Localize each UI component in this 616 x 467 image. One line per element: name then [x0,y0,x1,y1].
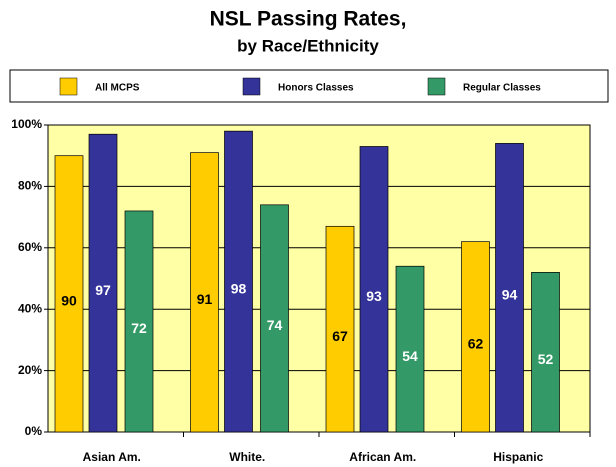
x-tick-label: African Am. [349,450,416,464]
legend-label: Honors Classes [278,83,354,94]
bar [224,130,253,433]
bar [88,133,118,433]
bar [54,155,84,433]
y-tick-label: 80% [18,179,42,193]
legend-swatch [427,77,446,96]
data-label: 93 [366,288,382,304]
bar [260,204,289,433]
y-tick-label: 60% [18,240,42,254]
x-tick-label: Asian Am. [83,450,141,464]
bar [531,272,560,433]
data-label: 72 [131,320,147,336]
legend-box [9,69,609,103]
chart-subtitle: by Race/Ethnicity [237,36,379,55]
legend-swatch [242,77,261,96]
data-label: 90 [61,293,77,309]
data-label: 74 [267,317,283,333]
data-label: 94 [502,286,518,302]
data-label: 54 [402,348,418,364]
bar [190,152,219,433]
data-label: 97 [95,282,111,298]
x-tick-label: Hispanic [493,450,543,464]
bar [461,241,490,433]
chart-title: NSL Passing Rates, [210,8,407,31]
legend-label: All MCPS [95,83,140,94]
y-tick-label: 20% [18,363,42,377]
data-label: 91 [197,291,213,307]
bar [495,143,524,433]
legend-label: Regular Classes [463,83,541,94]
y-tick-label: 100% [11,117,42,131]
bar [395,265,425,433]
data-label: 67 [332,328,348,344]
y-tick-label: 40% [18,301,42,315]
bar [325,225,355,433]
data-label: 62 [468,336,484,352]
y-tick-label: 0% [25,424,43,438]
data-label: 52 [538,351,554,367]
legend-swatch [59,77,78,96]
x-tick-label: White. [229,450,265,464]
data-label: 98 [231,280,247,296]
bar [359,146,389,433]
bar [124,210,154,433]
